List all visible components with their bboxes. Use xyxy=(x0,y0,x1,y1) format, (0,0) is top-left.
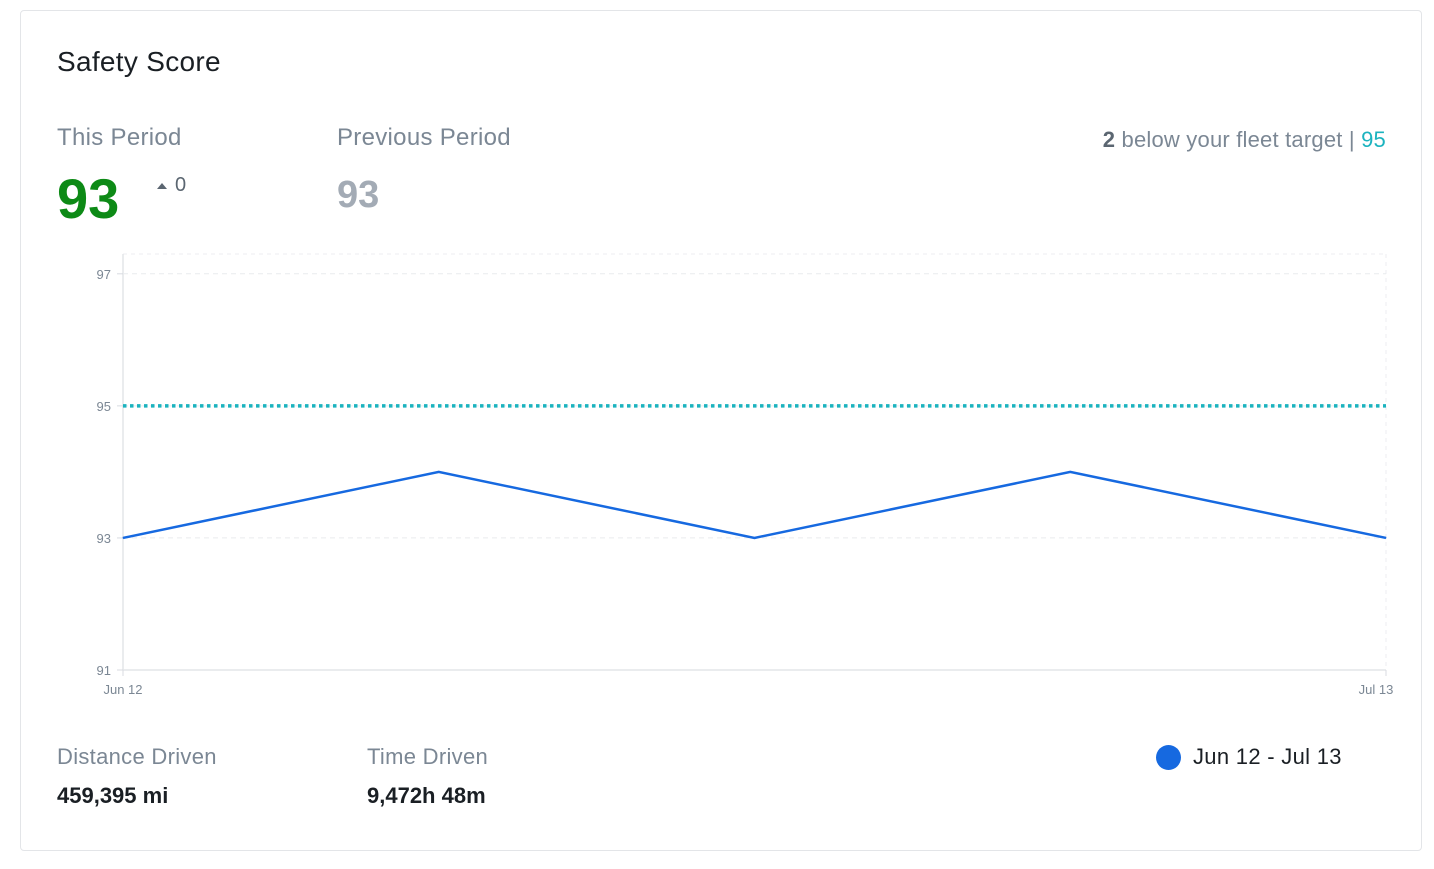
fleet-target-note: 2 below your fleet target | 95 xyxy=(1103,127,1386,153)
score-delta-value: 0 xyxy=(175,174,187,196)
fleet-target-value: 95 xyxy=(1361,127,1386,152)
distance-driven-value: 459,395 mi xyxy=(57,783,169,808)
y-tick-label-97: 97 xyxy=(97,267,111,282)
fleet-target-diff: 2 xyxy=(1102,127,1116,152)
up-arrow-icon xyxy=(157,182,167,189)
x-tick-label-end: Jul 13 xyxy=(1359,682,1394,697)
previous-period-label: Previous Period xyxy=(337,124,511,151)
time-driven-label: Time Driven xyxy=(367,744,489,769)
y-tick-label-95: 95 xyxy=(97,399,111,414)
time-driven-value: 9,472h 48m xyxy=(367,783,486,808)
series-line-0 xyxy=(122,470,1387,540)
distance-driven-label: Distance Driven xyxy=(57,744,217,769)
this-period-score: 93 xyxy=(57,167,120,230)
card-title: Safety Score xyxy=(57,46,221,77)
data-point-1 xyxy=(438,471,440,473)
score-delta: 0 xyxy=(157,174,186,197)
data-point-0 xyxy=(122,537,124,539)
safety-score-card xyxy=(20,10,1422,851)
y-tick-label-91: 91 xyxy=(97,663,111,678)
data-point-3 xyxy=(1069,471,1071,473)
previous-period-score: 93 xyxy=(337,174,380,216)
fleet-target-separator: | xyxy=(1348,127,1355,152)
chart-legend: Jun 12 - Jul 13 xyxy=(1156,744,1342,770)
this-period-label: This Period xyxy=(57,124,182,151)
y-tick-label-93: 93 xyxy=(97,531,111,546)
legend-swatch xyxy=(1156,744,1181,770)
x-tick-label-start: Jun 12 xyxy=(103,682,142,697)
fleet-target-text: below your fleet target xyxy=(1121,127,1343,152)
legend-label: Jun 12 - Jul 13 xyxy=(1193,744,1342,769)
data-point-2 xyxy=(754,537,755,539)
data-point-4 xyxy=(1385,537,1387,539)
